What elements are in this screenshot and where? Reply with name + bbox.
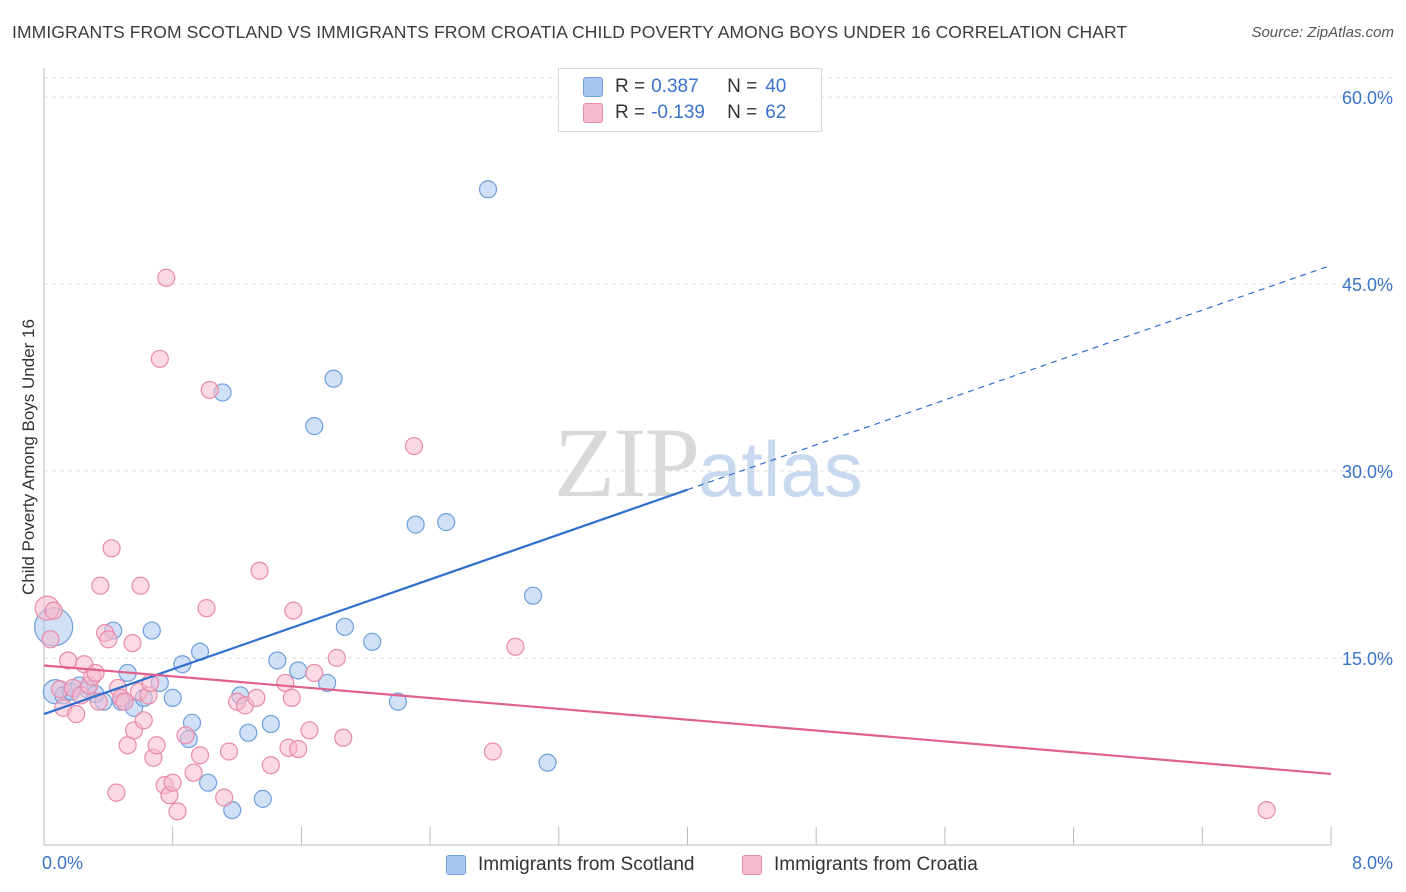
croatia-point (483, 742, 502, 761)
croatia-trend-line (43, 664, 1332, 776)
croatia-point (305, 663, 324, 683)
r-label: R = (615, 76, 646, 97)
scotland-point (289, 661, 308, 680)
croatia-point (1257, 800, 1276, 820)
scotland-point (163, 688, 182, 707)
croatia-point (250, 561, 269, 580)
croatia-point (219, 742, 239, 761)
scotland-trend-line (43, 488, 688, 716)
x-tick-label: 0.0% (42, 853, 83, 873)
scotland-point (478, 180, 498, 199)
scotland-point (324, 369, 343, 388)
croatia-point (300, 721, 319, 740)
n-value: 62 (765, 102, 787, 123)
croatia-point (282, 688, 301, 707)
scotland-point (388, 692, 408, 711)
scotland-point (261, 714, 280, 734)
n-value: 40 (765, 76, 787, 97)
croatia-point (200, 380, 219, 400)
croatia-point (134, 711, 153, 730)
bottom-legend-scotland: Immigrants from Scotland (446, 852, 694, 878)
croatia-point (118, 736, 137, 755)
scotland-legend-label: Immigrants from Scotland (478, 854, 695, 875)
croatia-point (157, 268, 176, 287)
y-tick-label: 30.0% (1342, 462, 1393, 482)
r-label: R = (615, 102, 646, 123)
croatia-point (184, 763, 203, 782)
croatia-point (123, 633, 142, 653)
croatia-point (102, 539, 121, 558)
legend-row-croatia: R = -0.139 N = 62 (583, 101, 786, 125)
x-tick-label: 8.0% (1352, 853, 1393, 873)
n-label: N = (727, 102, 758, 123)
croatia-point (44, 601, 63, 620)
croatia-point (289, 739, 308, 759)
croatia-point (506, 637, 525, 656)
source-credit: Source: ZipAtlas.com (1251, 24, 1394, 41)
croatia-point (115, 692, 134, 711)
r-value: -0.139 (651, 102, 705, 123)
legend-row-scotland: R = 0.387 N = 40 (583, 75, 786, 99)
scotland-point (363, 632, 382, 651)
y-tick-label: 60.0% (1342, 88, 1393, 108)
scotland-point (318, 673, 337, 693)
croatia-point (261, 756, 280, 775)
scotland-point (239, 723, 258, 742)
chart-title: IMMIGRANTS FROM SCOTLAND VS IMMIGRANTS F… (12, 22, 1128, 42)
watermark-zip: ZIP (554, 407, 700, 518)
watermark-atlas: atlas (698, 425, 863, 513)
n-label: N = (727, 76, 758, 97)
croatia-point (86, 663, 105, 683)
y-tick-label: 45.0% (1342, 275, 1393, 295)
zipatlas-watermark: ZIPatlas (554, 405, 863, 520)
scotland-point (305, 417, 324, 436)
croatia-point (247, 688, 266, 707)
scotland-swatch (583, 77, 603, 97)
croatia-swatch (742, 855, 762, 875)
scotland-point (253, 789, 272, 808)
croatia-point (284, 601, 303, 620)
croatia-point (99, 630, 118, 649)
croatia-swatch (583, 103, 603, 123)
scotland-point (538, 753, 557, 772)
croatia-point (107, 783, 126, 802)
croatia-point (150, 349, 169, 368)
bottom-legend-croatia: Immigrants from Croatia (742, 852, 978, 878)
croatia-point (163, 773, 182, 792)
scotland-point (198, 773, 218, 792)
scotland-point (523, 586, 543, 605)
croatia-legend-label: Immigrants from Croatia (774, 854, 978, 875)
scotland-point (142, 621, 161, 640)
croatia-point (147, 736, 166, 755)
croatia-point (197, 599, 216, 618)
croatia-point (404, 436, 424, 456)
croatia-point (168, 802, 187, 821)
croatia-point (176, 726, 195, 745)
croatia-point (215, 788, 234, 807)
scotland-trend-extension (687, 264, 1332, 491)
croatia-point (327, 648, 346, 668)
y-tick-label: 15.0% (1342, 649, 1393, 669)
croatia-point (190, 746, 210, 765)
correlation-legend: R = 0.387 N = 40 R = -0.139 N = 62 (558, 68, 822, 132)
r-value: 0.387 (651, 76, 699, 97)
scotland-point (406, 515, 425, 534)
scotland-point (437, 513, 456, 532)
croatia-point (334, 728, 353, 747)
croatia-point (41, 630, 60, 649)
croatia-point (91, 576, 110, 595)
scotland-swatch (446, 855, 466, 875)
croatia-point (67, 704, 86, 724)
croatia-point (131, 576, 150, 595)
scotland-point (335, 617, 354, 636)
y-axis-label: Child Poverty Among Boys Under 16 (19, 319, 38, 595)
scotland-point (268, 651, 287, 670)
